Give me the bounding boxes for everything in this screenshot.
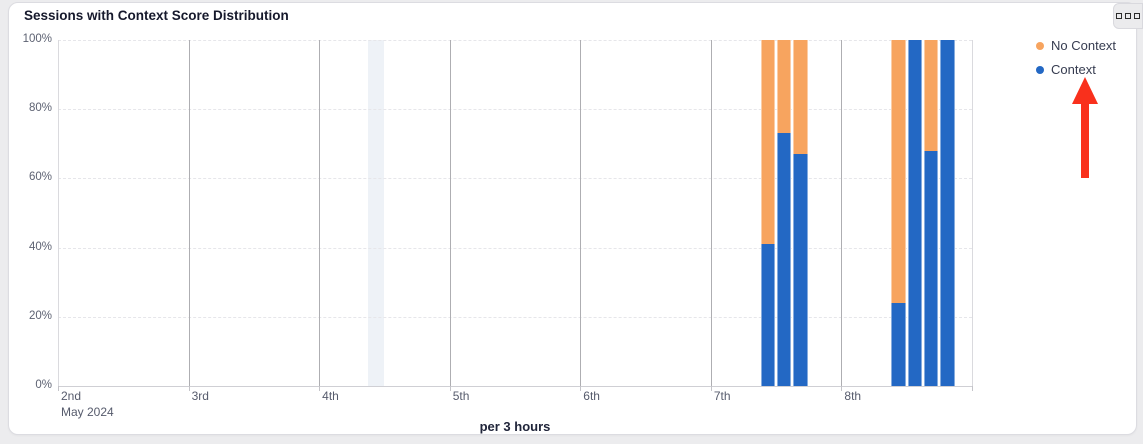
axis-tick [188, 386, 190, 391]
horizontal-gridline [58, 109, 972, 111]
legend-label: No Context [1051, 38, 1117, 53]
chart-title: Sessions with Context Score Distribution [24, 8, 289, 23]
x-axis-label: 3rd [191, 389, 209, 403]
vertical-gridline [449, 40, 451, 386]
vertical-gridline [188, 40, 190, 386]
bar-segment-context [793, 154, 808, 386]
red-arrow-annotation [1072, 77, 1098, 178]
bar-segment-context [940, 40, 955, 386]
bar-segment-no-context [891, 40, 906, 303]
x-axis-title: per 3 hours [479, 419, 551, 434]
x-axis-label: 2nd May 2024 [61, 389, 114, 419]
vertical-gridline [841, 40, 843, 386]
bar-segment-no-context [793, 40, 808, 155]
bar-segment-context [760, 244, 776, 386]
stacked-bar[interactable] [777, 40, 792, 386]
x-axis-label: 4th [322, 389, 339, 403]
bar-segment-no-context [924, 40, 939, 151]
axis-tick [319, 386, 321, 391]
legend-item-no-context[interactable]: No Context [1036, 38, 1116, 53]
bar-segment-context [891, 302, 906, 386]
legend-dot [1036, 65, 1044, 74]
x-axis-label: 5th [452, 389, 470, 403]
stacked-bar[interactable] [793, 40, 808, 386]
x-axis-label: 8th [844, 389, 862, 403]
horizontal-gridline [58, 40, 972, 41]
x-axis-label: 6th [583, 389, 600, 403]
bar-segment-context [907, 40, 923, 386]
x-axis-labels: 2nd May 2024 3rd 4th 5th 6th 7th 8th [58, 389, 978, 423]
more-options-button[interactable] [1113, 3, 1143, 29]
legend-item-context[interactable]: Context [1036, 62, 1116, 77]
stacked-bar[interactable] [760, 40, 776, 386]
stacked-bar[interactable] [891, 40, 906, 386]
y-axis-label: 0% [35, 379, 52, 391]
horizontal-gridline [58, 247, 972, 249]
y-axis-label: 20% [28, 309, 52, 322]
y-axis-labels: 100% 80% 60% 40% 20% 0% [8, 33, 52, 400]
stacked-bar[interactable] [940, 40, 955, 386]
y-axis-label: 100% [22, 33, 52, 45]
vertical-gridline [58, 40, 59, 386]
legend: No Context Context [1036, 38, 1116, 77]
stacked-bar[interactable] [924, 40, 939, 386]
axis-tick [972, 386, 973, 391]
arrow-shaft [1081, 104, 1089, 178]
more-options-icon [1125, 13, 1131, 19]
legend-label: Context [1051, 62, 1096, 77]
axis-tick [449, 386, 451, 391]
bar-segment-context [777, 133, 792, 386]
vertical-gridline [972, 40, 973, 386]
y-axis-label: 80% [28, 102, 52, 115]
bar-segment-no-context [760, 40, 776, 245]
stacked-bar[interactable] [907, 40, 923, 386]
bar-segment-no-context [777, 40, 792, 134]
x-axis-month-label: May 2024 [61, 404, 114, 419]
x-axis-label: 7th [713, 389, 731, 403]
axis-tick [710, 386, 712, 391]
axis-tick [841, 386, 843, 391]
horizontal-gridline [58, 178, 972, 180]
axis-tick [58, 386, 59, 391]
highlight-band [368, 40, 385, 386]
vertical-gridline [710, 40, 712, 386]
y-axis-label: 60% [28, 171, 52, 184]
vertical-gridline [580, 40, 582, 386]
horizontal-gridline [58, 316, 972, 318]
more-options-icon [1116, 13, 1122, 19]
arrow-head [1072, 77, 1098, 104]
bar-segment-context [924, 150, 939, 386]
legend-dot [1036, 41, 1044, 50]
axis-tick [580, 386, 582, 391]
more-options-icon [1134, 13, 1140, 19]
y-axis-label: 40% [28, 240, 52, 253]
vertical-gridline [319, 40, 321, 386]
plot-area [58, 40, 973, 391]
